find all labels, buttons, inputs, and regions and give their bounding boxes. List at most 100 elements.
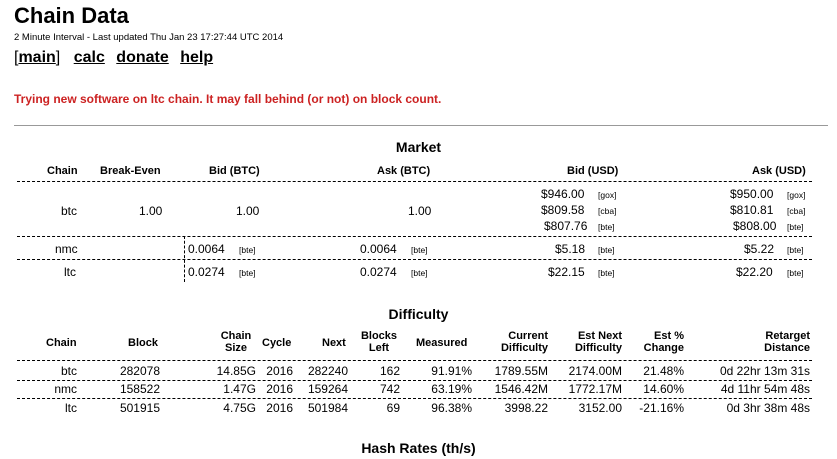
row-separator: [17, 380, 812, 381]
last-updated-text: 2 Minute Interval - Last updated Thu Jan…: [14, 32, 284, 43]
nav-help-link[interactable]: help: [180, 49, 214, 66]
nav-calc-link[interactable]: calc: [73, 49, 105, 66]
difficulty-cell-size: 14.85G: [216, 364, 256, 378]
market-header-chain: Chain: [47, 165, 78, 177]
difficulty-header-measured: Measured: [416, 337, 468, 349]
market-header-bid-usd: Bid (USD): [567, 165, 619, 177]
bid-usd-bte-source: [bte]: [598, 222, 615, 232]
difficulty-cell-block: 501915: [119, 401, 160, 415]
difficulty-header-chain: Chain: [46, 337, 77, 349]
difficulty-cell-est-pct: 14.60%: [643, 382, 684, 396]
market-row-ltc-bid-usd: $22.15: [548, 265, 585, 279]
difficulty-cell-measured: 63.19%: [431, 382, 472, 396]
difficulty-header-next: Next: [322, 337, 346, 349]
market-row-btc-ask-btc: 1.00: [408, 204, 432, 218]
nav-main-link[interactable]: main: [18, 49, 56, 66]
market-row-ltc-ask-btc-source: [bte]: [411, 268, 428, 278]
market-row-ltc-bid-usd-source: [bte]: [598, 268, 615, 278]
difficulty-cell-est-next: 1772.17M: [568, 382, 622, 396]
difficulty-cell-left: 162: [379, 364, 400, 378]
market-row-nmc-ask-btc-source: [bte]: [411, 245, 428, 255]
market-row-nmc-ask-usd-source: [bte]: [787, 245, 804, 255]
market-row-nmc-bid-usd: $5.18: [555, 242, 586, 256]
difficulty-cell-est-next: 3152.00: [578, 401, 622, 415]
difficulty-cell-cycle: 2016: [266, 382, 293, 396]
bid-usd-cba-value: $809.58: [541, 203, 585, 217]
market-row-ltc-ask-usd: $22.20: [736, 265, 773, 279]
ask-usd-bte-source: [bte]: [787, 222, 804, 232]
nav-open-bracket: [: [14, 49, 19, 66]
difficulty-cell-next: 159264: [307, 382, 348, 396]
hashrates-title: Hash Rates (th/s): [361, 440, 476, 456]
difficulty-cell-current: 1546.42M: [494, 382, 548, 396]
bid-usd-cba-source: [cba]: [598, 206, 617, 216]
ask-usd-gox-value: $950.00: [730, 187, 774, 201]
difficulty-cell-cycle: 2016: [266, 364, 293, 378]
column-separator: [184, 236, 185, 282]
market-header-break-even: Break-Even: [100, 165, 161, 177]
difficulty-title: Difficulty: [388, 306, 449, 322]
market-row-nmc-chain: nmc: [55, 242, 78, 256]
difficulty-cell-cycle: 2016: [266, 401, 293, 415]
market-row-ltc-chain: ltc: [64, 265, 76, 279]
nav-donate-link[interactable]: donate: [116, 49, 169, 66]
market-row-ltc-ask-btc: 0.0274: [360, 265, 397, 279]
row-separator: [17, 360, 812, 361]
difficulty-cell-est-pct: 21.48%: [643, 364, 684, 378]
difficulty-cell-next: 501984: [307, 401, 348, 415]
difficulty-cell-size: 4.75G: [223, 401, 256, 415]
difficulty-cell-block: 158522: [119, 382, 160, 396]
difficulty-cell-size: 1.47G: [223, 382, 256, 396]
difficulty-cell-chain: ltc: [65, 401, 77, 415]
market-row-nmc-ask-usd: $5.22: [744, 242, 775, 256]
market-row-nmc-bid-usd-source: [bte]: [598, 245, 615, 255]
row-separator: [17, 259, 812, 260]
market-row-btc-break-even: 1.00: [139, 204, 163, 218]
difficulty-header-est-pct: Est % Change: [643, 330, 684, 354]
notice-message: Trying new software on ltc chain. It may…: [14, 92, 442, 106]
difficulty-cell-left: 69: [386, 401, 400, 415]
difficulty-cell-block: 282078: [119, 364, 160, 378]
market-row-ltc-bid-btc-source: [bte]: [239, 268, 256, 278]
difficulty-header-est-next: Est Next Difficulty: [574, 330, 622, 354]
market-header-ask-usd: Ask (USD): [752, 165, 806, 177]
difficulty-cell-next: 282240: [307, 364, 348, 378]
ask-usd-bte-value: $808.00: [733, 219, 777, 233]
market-header-bid-btc: Bid (BTC): [209, 165, 260, 177]
row-separator: [17, 236, 812, 237]
difficulty-cell-est-pct: -21.16%: [639, 401, 684, 415]
difficulty-header-block: Block: [128, 337, 158, 349]
market-header-ask-btc: Ask (BTC): [377, 165, 431, 177]
row-separator: [17, 181, 812, 182]
difficulty-cell-chain: nmc: [54, 382, 77, 396]
difficulty-cell-retarget: 4d 11hr 54m 48s: [720, 382, 810, 396]
ask-usd-gox-source: [gox]: [787, 190, 806, 200]
market-row-nmc-bid-btc-source: [bte]: [239, 245, 256, 255]
market-row-nmc-bid-btc: 0.0064: [188, 242, 225, 256]
difficulty-cell-est-next: 2174.00M: [568, 364, 622, 378]
ask-usd-cba-value: $810.81: [730, 203, 774, 217]
nav-close-bracket: ]: [55, 49, 61, 66]
bid-usd-gox-source: [gox]: [598, 190, 617, 200]
nav-bar: [main] calc donate help: [14, 49, 220, 67]
market-title: Market: [395, 139, 442, 155]
bid-usd-bte-value: $807.76: [544, 219, 588, 233]
difficulty-header-chain-size: Chain Size: [220, 330, 252, 354]
difficulty-header-retarget: Retarget Distance: [764, 330, 810, 354]
difficulty-header-current: Current Difficulty: [500, 330, 548, 354]
ask-usd-cba-source: [cba]: [787, 206, 806, 216]
market-row-ltc-bid-btc: 0.0274: [188, 265, 225, 279]
divider: [14, 125, 828, 126]
market-row-nmc-ask-btc: 0.0064: [360, 242, 397, 256]
difficulty-cell-measured: 91.91%: [431, 364, 472, 378]
difficulty-header-cycle: Cycle: [262, 337, 292, 349]
page-title: Chain Data: [14, 3, 129, 28]
bid-usd-gox-value: $946.00: [541, 187, 585, 201]
difficulty-cell-chain: btc: [60, 364, 77, 378]
difficulty-header-blocks-left: Blocks Left: [360, 330, 398, 354]
difficulty-cell-current: 3998.22: [504, 401, 548, 415]
market-row-btc-bid-btc: 1.00: [236, 204, 260, 218]
difficulty-cell-retarget: 0d 22hr 13m 31s: [719, 364, 810, 378]
market-row-ltc-ask-usd-source: [bte]: [787, 268, 804, 278]
difficulty-cell-left: 742: [379, 382, 400, 396]
